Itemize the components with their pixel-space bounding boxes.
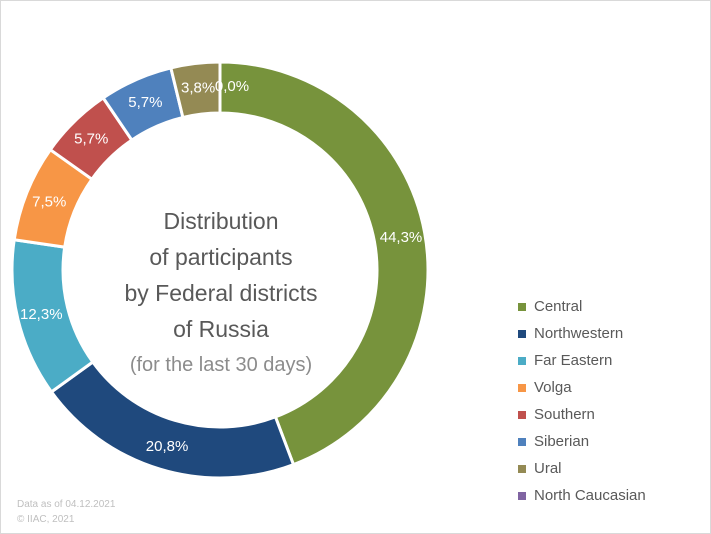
legend-label: Northwestern bbox=[534, 325, 624, 342]
data-label-volga: 7,5% bbox=[32, 194, 66, 211]
data-label-ural: 3,8% bbox=[181, 79, 215, 96]
slice-central bbox=[218, 60, 430, 467]
legend-item-central: Central bbox=[518, 293, 646, 320]
data-label-northwestern: 20,8% bbox=[146, 438, 189, 455]
legend-swatch bbox=[518, 437, 526, 446]
slice-ural bbox=[169, 60, 222, 120]
title-line-3: by Federal districts bbox=[124, 280, 318, 306]
title-line-1: Distribution bbox=[163, 208, 279, 234]
legend-label: Southern bbox=[534, 406, 595, 423]
data-label-southern: 5,7% bbox=[74, 131, 108, 148]
legend-item-northwestern: Northwestern bbox=[518, 320, 646, 347]
title-line-2: of participants bbox=[149, 244, 293, 270]
legend-swatch bbox=[518, 383, 526, 392]
legend-item-volga: Volga bbox=[518, 374, 646, 401]
legend-label: Volga bbox=[534, 379, 572, 396]
data-label-far-eastern: 12,3% bbox=[20, 306, 63, 323]
footnote: Data as of 04.12.2021 © IIAC, 2021 bbox=[17, 497, 115, 527]
legend-label: Ural bbox=[534, 460, 562, 477]
legend-item-north-caucasian: North Caucasian bbox=[518, 482, 646, 509]
legend-item-siberian: Siberian bbox=[518, 428, 646, 455]
legend-item-southern: Southern bbox=[518, 401, 646, 428]
legend-swatch bbox=[518, 302, 526, 311]
legend-label: Far Eastern bbox=[534, 352, 613, 369]
data-label-siberian: 5,7% bbox=[128, 94, 162, 111]
data-label-central: 44,3% bbox=[380, 229, 423, 246]
legend-swatch bbox=[518, 356, 526, 365]
data-label-north-caucasian: 0,0% bbox=[215, 78, 249, 95]
data-date-note: Data as of 04.12.2021 bbox=[17, 499, 116, 510]
copyright-note: © IIAC, 2021 bbox=[17, 514, 75, 525]
legend-swatch bbox=[518, 491, 526, 500]
legend: Central Northwestern Far Eastern Volga South… bbox=[518, 293, 646, 509]
legend-item-far-eastern: Far Eastern bbox=[518, 347, 646, 374]
legend-label: North Caucasian bbox=[534, 487, 646, 504]
legend-item-ural: Ural bbox=[518, 455, 646, 482]
legend-swatch bbox=[518, 464, 526, 473]
legend-label: Siberian bbox=[534, 433, 590, 450]
subtitle: (for the last 30 days) bbox=[129, 354, 313, 376]
legend-label: Central bbox=[534, 298, 583, 315]
legend-swatch bbox=[518, 410, 526, 419]
center-title: Distribution of participants by Federal … bbox=[95, 203, 347, 383]
title-line-4: of Russia bbox=[173, 316, 269, 342]
legend-swatch bbox=[518, 329, 526, 338]
